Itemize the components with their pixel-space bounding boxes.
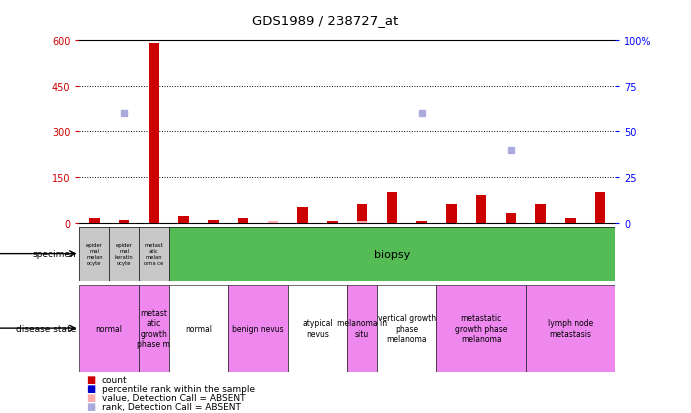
Text: benign nevus: benign nevus bbox=[232, 324, 284, 333]
Bar bbox=[387, 193, 397, 223]
Bar bbox=[417, 221, 427, 223]
Text: ■: ■ bbox=[86, 374, 95, 384]
Bar bbox=[317, 227, 347, 281]
Bar bbox=[139, 285, 169, 372]
Bar bbox=[139, 227, 169, 281]
Bar bbox=[377, 227, 407, 281]
Text: vertical growth
phase
melanoma: vertical growth phase melanoma bbox=[378, 313, 436, 343]
Bar bbox=[506, 214, 516, 223]
Bar bbox=[109, 227, 139, 281]
Bar bbox=[585, 227, 615, 281]
Bar bbox=[287, 227, 317, 281]
Text: atypical
nevus: atypical nevus bbox=[302, 319, 333, 338]
Text: specimen: specimen bbox=[32, 249, 76, 259]
Text: normal: normal bbox=[185, 324, 212, 333]
Text: rank, Detection Call = ABSENT: rank, Detection Call = ABSENT bbox=[102, 402, 240, 411]
Text: GDS1989 / 238727_at: GDS1989 / 238727_at bbox=[252, 14, 398, 27]
Bar bbox=[79, 285, 139, 372]
Bar bbox=[347, 227, 377, 281]
Bar bbox=[565, 218, 576, 223]
Bar bbox=[169, 227, 198, 281]
Text: percentile rank within the sample: percentile rank within the sample bbox=[102, 384, 255, 393]
Bar bbox=[198, 227, 228, 281]
Bar bbox=[169, 227, 615, 281]
Text: epider
mal
keratin
ocyte: epider mal keratin ocyte bbox=[115, 243, 133, 265]
Bar bbox=[79, 227, 109, 281]
Bar bbox=[526, 285, 615, 372]
Bar bbox=[446, 205, 457, 223]
Bar bbox=[119, 220, 129, 223]
Bar bbox=[287, 285, 347, 372]
Bar bbox=[526, 227, 556, 281]
Bar bbox=[556, 227, 585, 281]
Bar bbox=[169, 285, 228, 372]
Bar bbox=[109, 227, 139, 281]
Text: disease state: disease state bbox=[16, 324, 76, 333]
Text: metast
atic
melan
oma ce: metast atic melan oma ce bbox=[144, 243, 164, 265]
Bar bbox=[149, 44, 159, 223]
Text: count: count bbox=[102, 375, 127, 384]
Bar bbox=[258, 227, 287, 281]
Bar bbox=[437, 227, 466, 281]
Text: ■: ■ bbox=[86, 392, 95, 402]
Text: metastatic
growth phase
melanoma: metastatic growth phase melanoma bbox=[455, 313, 507, 343]
Bar bbox=[595, 193, 605, 223]
Bar bbox=[377, 285, 437, 372]
Text: melanoma in
situ: melanoma in situ bbox=[337, 319, 387, 338]
Bar bbox=[327, 221, 338, 223]
Text: value, Detection Call = ABSENT: value, Detection Call = ABSENT bbox=[102, 393, 245, 402]
Bar bbox=[476, 196, 486, 223]
Bar bbox=[238, 218, 248, 223]
Bar bbox=[496, 227, 526, 281]
Bar bbox=[228, 285, 287, 372]
Bar bbox=[178, 217, 189, 223]
Bar bbox=[79, 227, 109, 281]
Bar bbox=[357, 221, 368, 223]
Text: ■: ■ bbox=[86, 383, 95, 393]
Bar bbox=[437, 285, 526, 372]
Text: lymph node
metastasis: lymph node metastasis bbox=[548, 319, 593, 338]
Bar bbox=[297, 208, 307, 223]
Bar bbox=[139, 227, 169, 281]
Text: biopsy: biopsy bbox=[374, 249, 410, 259]
Bar bbox=[536, 205, 546, 223]
Bar bbox=[466, 227, 496, 281]
Bar bbox=[267, 221, 278, 223]
Bar bbox=[357, 205, 368, 223]
Text: metast
atic
growth
phase m: metast atic growth phase m bbox=[138, 308, 170, 349]
Bar bbox=[347, 285, 377, 372]
Bar bbox=[89, 218, 100, 223]
Bar bbox=[267, 221, 278, 223]
Text: normal: normal bbox=[96, 324, 123, 333]
Text: ■: ■ bbox=[86, 401, 95, 411]
Bar bbox=[208, 220, 218, 223]
Bar bbox=[407, 227, 437, 281]
Text: epider
mal
melan
ocyte: epider mal melan ocyte bbox=[86, 243, 103, 265]
Bar bbox=[228, 227, 258, 281]
